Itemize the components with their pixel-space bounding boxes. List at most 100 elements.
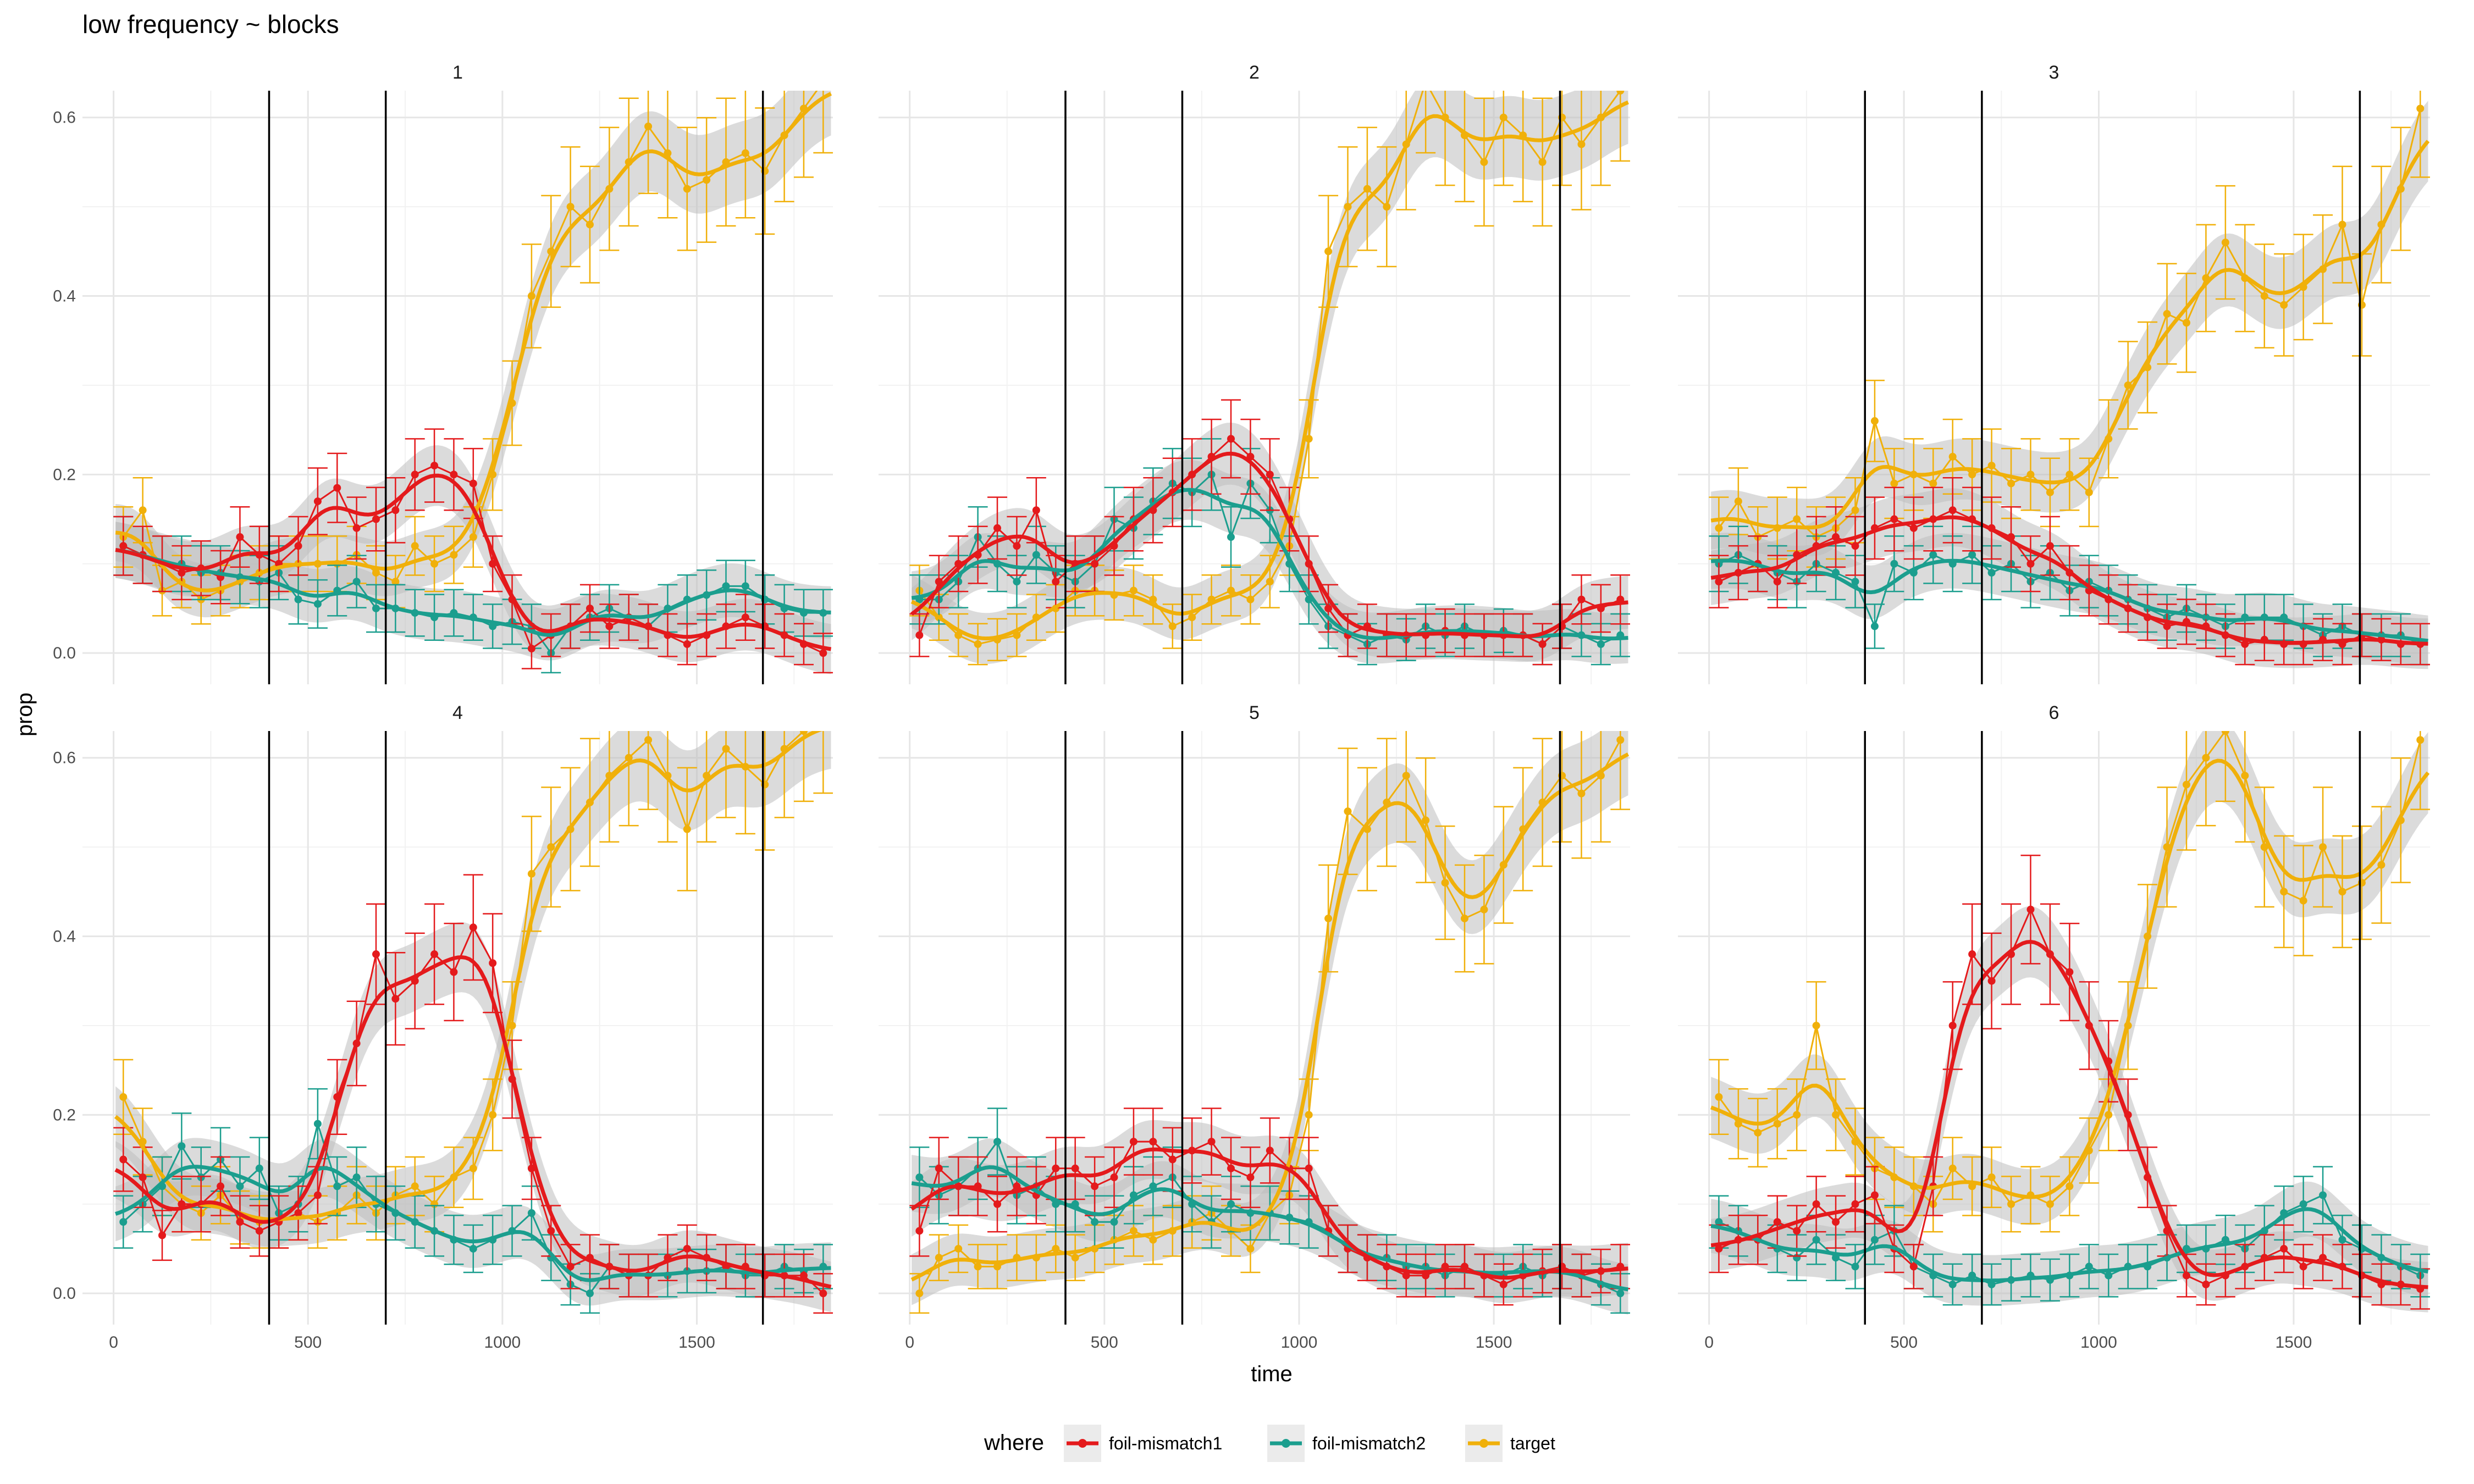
x-axis-label: time xyxy=(1251,1362,1293,1386)
data-point xyxy=(2026,560,2035,568)
data-point xyxy=(178,568,186,577)
data-point xyxy=(1948,452,1957,461)
data-point xyxy=(2377,861,2385,869)
data-point xyxy=(2416,736,2425,744)
data-point xyxy=(2338,888,2346,896)
data-point xyxy=(1870,417,1879,425)
legend-entry-foil-mismatch1: foil-mismatch1 xyxy=(1064,1425,1222,1462)
data-point xyxy=(1616,91,1625,95)
data-point xyxy=(1032,551,1040,559)
data-point xyxy=(391,506,400,514)
data-point xyxy=(1227,586,1235,595)
data-point xyxy=(450,551,458,559)
data-point xyxy=(411,1182,419,1190)
data-point xyxy=(1715,1218,1723,1226)
trend-line-foil-mismatch1 xyxy=(910,1147,1628,1280)
data-point xyxy=(313,600,322,608)
data-point xyxy=(1577,789,1586,798)
data-point xyxy=(1266,470,1274,479)
data-point xyxy=(2260,292,2268,300)
y-tick-label: 0.2 xyxy=(53,1106,76,1124)
data-point xyxy=(1071,1164,1079,1172)
y-tick-label: 0.0 xyxy=(53,644,76,662)
data-point xyxy=(119,1155,128,1164)
data-point xyxy=(1968,470,1976,479)
plot-area xyxy=(909,731,1630,1315)
data-point xyxy=(1402,772,1410,780)
data-point xyxy=(1890,515,1898,523)
data-point xyxy=(1149,595,1157,603)
data-point xyxy=(1597,640,1605,648)
data-point xyxy=(1499,1280,1507,1288)
data-point xyxy=(352,1173,361,1182)
data-point xyxy=(683,825,691,833)
data-point xyxy=(1305,1164,1313,1172)
data-point xyxy=(1948,1280,1957,1288)
legend-label: target xyxy=(1510,1433,1555,1453)
legend-key-point xyxy=(1479,1439,1488,1448)
data-point xyxy=(119,1093,128,1101)
data-point xyxy=(683,1244,691,1253)
data-point xyxy=(1071,1254,1079,1262)
data-point xyxy=(1091,1218,1099,1226)
data-point xyxy=(1052,578,1060,586)
data-point xyxy=(450,470,458,479)
data-point xyxy=(1715,1244,1723,1253)
data-point xyxy=(993,1200,1002,1208)
data-point xyxy=(1246,1244,1255,1253)
data-point xyxy=(2124,381,2132,389)
y-tick-label: 0.0 xyxy=(53,1284,76,1303)
data-point xyxy=(1363,185,1371,193)
data-point xyxy=(1909,524,1918,532)
data-point xyxy=(1149,1236,1157,1244)
trend-line-target xyxy=(910,752,1630,1282)
trend-line-foil-mismatch2 xyxy=(114,1165,831,1282)
data-point xyxy=(1851,1262,1859,1271)
data-point xyxy=(1715,1093,1723,1101)
data-point xyxy=(236,1182,244,1190)
data-point xyxy=(547,843,555,851)
data-point xyxy=(915,1289,924,1298)
trend-line-foil-mismatch2 xyxy=(1710,1207,2429,1283)
data-point xyxy=(1246,595,1255,603)
data-point xyxy=(1110,1218,1118,1226)
x-tick-label: 1500 xyxy=(2276,1333,2312,1352)
data-point xyxy=(1832,1111,1840,1119)
x-tick-label: 1000 xyxy=(1281,1333,1318,1352)
chart-title: low frequency ~ blocks xyxy=(82,10,339,38)
data-point xyxy=(1305,1111,1313,1119)
data-point xyxy=(2280,1244,2288,1253)
data-point xyxy=(527,1209,535,1217)
data-point xyxy=(1948,1021,1957,1029)
data-point xyxy=(119,1218,128,1226)
data-point xyxy=(372,568,380,577)
data-point xyxy=(469,923,477,932)
data-point xyxy=(799,731,808,735)
data-point xyxy=(625,754,633,762)
plot-area xyxy=(1709,731,2430,1313)
data-point xyxy=(294,1209,302,1217)
legend-label: foil-mismatch1 xyxy=(1109,1433,1222,1453)
x-tick-label: 1500 xyxy=(1476,1333,1512,1352)
data-point xyxy=(1851,542,1859,550)
data-point xyxy=(2221,239,2229,247)
data-point xyxy=(1773,578,1781,586)
data-point xyxy=(1246,1173,1255,1182)
data-point xyxy=(2241,772,2249,780)
data-point xyxy=(935,1254,943,1262)
x-tick-label: 500 xyxy=(1091,1333,1118,1352)
data-point xyxy=(1793,515,1801,523)
data-point xyxy=(1987,977,1996,985)
data-point xyxy=(1441,879,1449,887)
data-point xyxy=(1793,1227,1801,1235)
data-point xyxy=(1832,533,1840,541)
data-point xyxy=(2026,470,2035,479)
series-target xyxy=(909,91,1630,666)
data-point xyxy=(1207,1138,1216,1146)
data-point xyxy=(1129,1227,1137,1235)
data-point xyxy=(1968,950,1976,959)
data-point xyxy=(1715,578,1723,586)
data-point xyxy=(722,745,730,753)
data-point xyxy=(722,582,730,590)
data-point xyxy=(313,1120,322,1128)
